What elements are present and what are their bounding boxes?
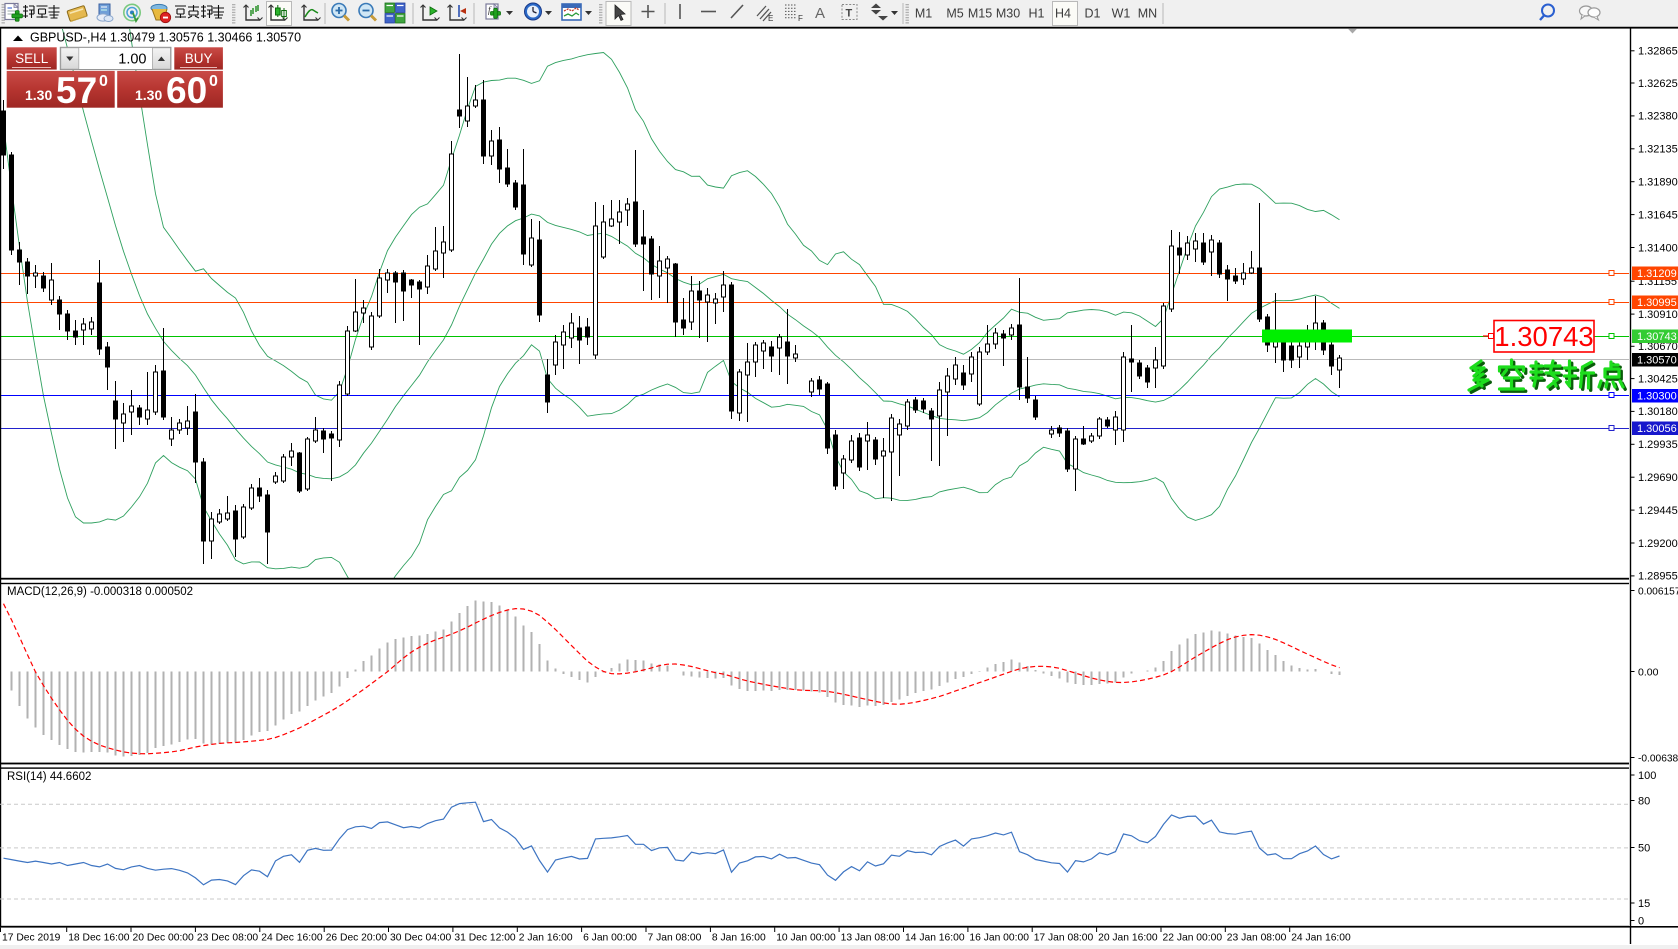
svg-text:1.29935: 1.29935 <box>1638 439 1678 451</box>
svg-text:6 Jan 00:00: 6 Jan 00:00 <box>583 933 637 944</box>
svg-text:1.30: 1.30 <box>135 87 162 103</box>
svg-text:0: 0 <box>209 73 218 90</box>
svg-text:T: T <box>846 8 853 20</box>
svg-text:60: 60 <box>166 70 207 111</box>
svg-text:15: 15 <box>1638 898 1650 910</box>
svg-text:7 Jan 08:00: 7 Jan 08:00 <box>648 933 702 944</box>
svg-text:16 Jan 00:00: 16 Jan 00:00 <box>969 933 1029 944</box>
svg-text:20 Dec 00:00: 20 Dec 00:00 <box>133 933 195 944</box>
svg-text:1.30995: 1.30995 <box>1637 297 1677 309</box>
svg-text:1.32865: 1.32865 <box>1638 46 1678 58</box>
svg-text:10 Jan 00:00: 10 Jan 00:00 <box>776 933 836 944</box>
svg-text:31 Dec 12:00: 31 Dec 12:00 <box>454 933 516 944</box>
svg-text:MN: MN <box>1138 7 1157 21</box>
svg-text:24 Dec 16:00: 24 Dec 16:00 <box>261 933 323 944</box>
svg-text:14 Jan 16:00: 14 Jan 16:00 <box>905 933 965 944</box>
svg-text:M1: M1 <box>915 7 932 21</box>
svg-text:30 Dec 04:00: 30 Dec 04:00 <box>390 933 452 944</box>
svg-text:1.30425: 1.30425 <box>1638 373 1678 385</box>
svg-text:1.32380: 1.32380 <box>1638 111 1678 123</box>
svg-text:H1: H1 <box>1029 7 1045 21</box>
svg-text:D1: D1 <box>1085 7 1101 21</box>
svg-text:1.32625: 1.32625 <box>1638 78 1678 90</box>
svg-text:8 Jan 16:00: 8 Jan 16:00 <box>712 933 766 944</box>
svg-text:1.31400: 1.31400 <box>1638 242 1678 254</box>
svg-text:1.31209: 1.31209 <box>1637 268 1677 280</box>
svg-text:24 Jan 16:00: 24 Jan 16:00 <box>1291 933 1351 944</box>
svg-text:1.31645: 1.31645 <box>1638 209 1678 221</box>
svg-text:0: 0 <box>99 73 108 90</box>
svg-text:MACD(12,26,9) -0.000318 0.0005: MACD(12,26,9) -0.000318 0.000502 <box>7 586 193 598</box>
svg-text:13 Jan 08:00: 13 Jan 08:00 <box>841 933 901 944</box>
svg-text:E: E <box>768 14 773 23</box>
svg-text:1.30056: 1.30056 <box>1637 423 1677 435</box>
svg-text:17 Jan 08:00: 17 Jan 08:00 <box>1034 933 1094 944</box>
svg-text:BUY: BUY <box>185 51 213 66</box>
svg-text:0: 0 <box>1638 915 1644 927</box>
svg-text:0.006157: 0.006157 <box>1638 586 1678 597</box>
svg-text:22 Jan 00:00: 22 Jan 00:00 <box>1163 933 1223 944</box>
svg-text:18 Dec 16:00: 18 Dec 16:00 <box>68 933 130 944</box>
svg-text:26 Dec 20:00: 26 Dec 20:00 <box>326 933 388 944</box>
svg-text:80: 80 <box>1638 795 1650 807</box>
svg-text:1.29200: 1.29200 <box>1638 538 1678 550</box>
svg-text:1.30670: 1.30670 <box>1638 341 1678 353</box>
svg-text:17 Dec 2019: 17 Dec 2019 <box>2 933 61 944</box>
svg-text:1.32135: 1.32135 <box>1638 144 1678 156</box>
svg-text:0.00: 0.00 <box>1638 666 1659 678</box>
svg-text:50: 50 <box>1638 842 1650 854</box>
svg-text:f: f <box>488 5 492 15</box>
svg-text:1.29445: 1.29445 <box>1638 505 1678 517</box>
svg-text:1.29690: 1.29690 <box>1638 472 1678 484</box>
svg-text:1.30570: 1.30570 <box>1637 355 1677 367</box>
svg-text:1.31890: 1.31890 <box>1638 177 1678 189</box>
svg-text:20 Jan 16:00: 20 Jan 16:00 <box>1098 933 1158 944</box>
svg-text:RSI(14) 44.6602: RSI(14) 44.6602 <box>7 771 91 783</box>
svg-text:57: 57 <box>56 70 97 111</box>
svg-text:1.30: 1.30 <box>25 87 52 103</box>
svg-text:GBPUSD-,H4 1.30479 1.30576 1.: GBPUSD-,H4 1.30479 1.30576 1.30466 1.305… <box>30 31 301 45</box>
svg-text:1.30910: 1.30910 <box>1638 309 1678 321</box>
svg-text:A: A <box>815 5 825 22</box>
svg-text:1.30743: 1.30743 <box>1494 321 1593 352</box>
svg-text:H4: H4 <box>1055 7 1071 21</box>
svg-text:1.28955: 1.28955 <box>1638 571 1678 583</box>
svg-text:F: F <box>798 14 803 23</box>
svg-text:M5: M5 <box>946 7 963 21</box>
svg-text:1.30300: 1.30300 <box>1637 391 1677 403</box>
svg-text:23 Dec 08:00: 23 Dec 08:00 <box>197 933 259 944</box>
svg-text:-0.00638: -0.00638 <box>1638 753 1678 764</box>
svg-text:W1: W1 <box>1112 7 1131 21</box>
svg-text:M15: M15 <box>968 7 992 21</box>
svg-text:1.30743: 1.30743 <box>1637 331 1677 343</box>
svg-text:100: 100 <box>1638 770 1656 782</box>
svg-text:1.00: 1.00 <box>118 52 146 68</box>
svg-text:M30: M30 <box>996 7 1020 21</box>
svg-text:SELL: SELL <box>15 51 49 66</box>
svg-text:23 Jan 08:00: 23 Jan 08:00 <box>1227 933 1287 944</box>
svg-text:2 Jan 16:00: 2 Jan 16:00 <box>519 933 573 944</box>
svg-text:1.30180: 1.30180 <box>1638 406 1678 418</box>
